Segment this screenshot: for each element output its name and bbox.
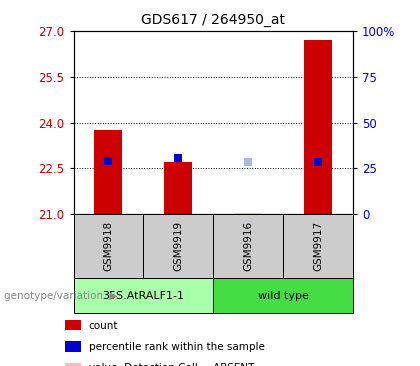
Point — [105, 158, 112, 164]
Text: genotype/variation  ▶: genotype/variation ▶ — [4, 291, 118, 300]
Point — [245, 159, 252, 165]
Point — [175, 156, 181, 161]
Bar — [94, 130, 122, 214]
Text: GSM9919: GSM9919 — [173, 221, 183, 271]
Text: percentile rank within the sample: percentile rank within the sample — [89, 342, 265, 352]
Bar — [304, 40, 332, 214]
Text: 35S.AtRALF1-1: 35S.AtRALF1-1 — [102, 291, 184, 300]
Text: GSM9918: GSM9918 — [103, 221, 113, 271]
Text: GSM9916: GSM9916 — [243, 221, 253, 271]
Text: value, Detection Call = ABSENT: value, Detection Call = ABSENT — [89, 363, 254, 366]
Text: count: count — [89, 321, 118, 331]
Title: GDS617 / 264950_at: GDS617 / 264950_at — [141, 13, 285, 27]
Text: GSM9917: GSM9917 — [313, 221, 323, 271]
Point — [315, 159, 321, 165]
Bar — [234, 213, 262, 214]
Bar — [164, 162, 192, 214]
Text: wild type: wild type — [257, 291, 308, 300]
